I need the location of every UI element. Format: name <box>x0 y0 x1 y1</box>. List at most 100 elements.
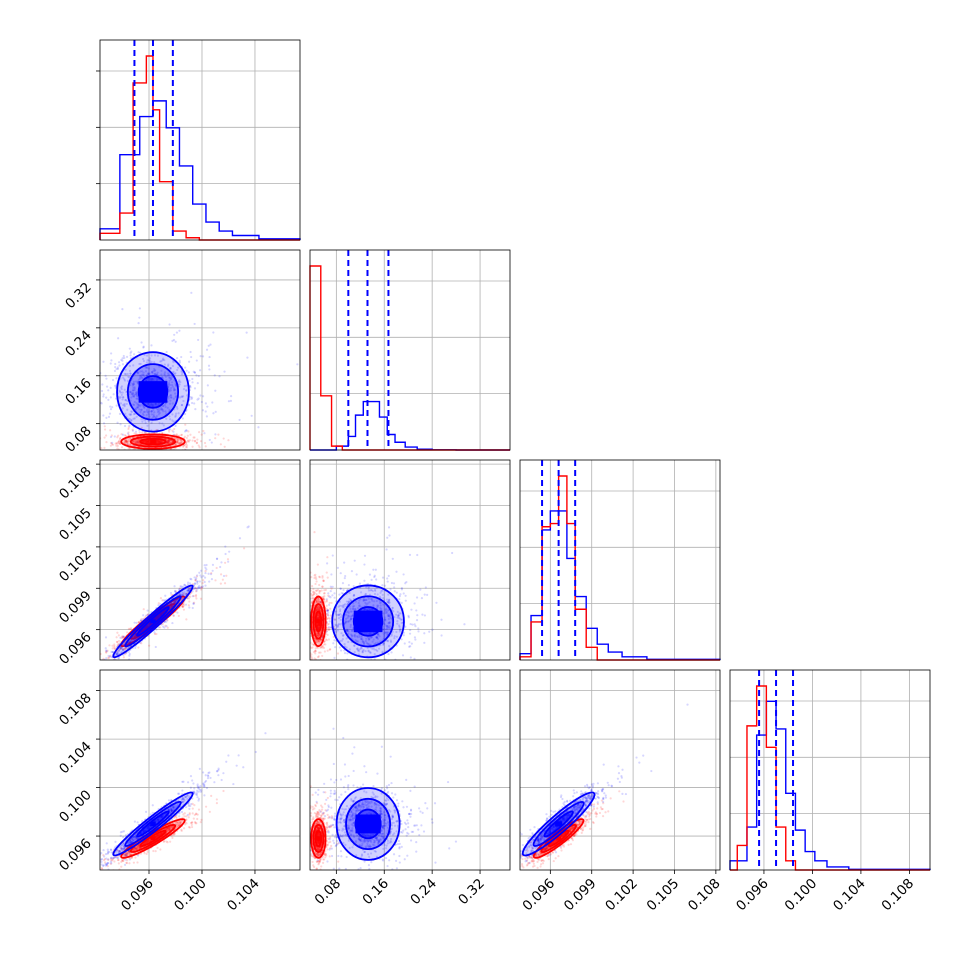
scatter-point <box>127 447 130 450</box>
scatter-point <box>160 408 164 411</box>
scatter-point <box>387 600 390 603</box>
scatter-point <box>165 441 169 444</box>
scatter-point <box>173 333 176 336</box>
scatter-point <box>165 350 168 354</box>
scatter-point <box>319 651 322 654</box>
scatter-point <box>372 568 375 571</box>
scatter-point <box>314 650 317 653</box>
scatter-point <box>323 600 326 603</box>
scatter-point <box>120 636 123 639</box>
scatter-point <box>316 563 319 566</box>
scatter-point <box>334 612 337 615</box>
scatter-point <box>136 440 139 443</box>
scatter-point <box>102 393 105 396</box>
scatter-point <box>158 465 160 467</box>
scatter-point <box>382 642 385 645</box>
scatter-point <box>349 617 352 621</box>
scatter-point <box>313 576 316 580</box>
scatter-point <box>315 600 319 604</box>
scatter-point <box>146 441 149 444</box>
scatter-point <box>315 666 317 668</box>
scatter-point <box>317 640 320 643</box>
scatter-point <box>117 634 120 637</box>
scatter-point <box>196 580 199 583</box>
scatter-point <box>129 413 132 417</box>
scatter-point <box>127 375 130 378</box>
scatter-point <box>74 685 76 687</box>
scatter-point <box>103 663 105 665</box>
scatter-point <box>185 444 189 447</box>
scatter-point <box>147 367 151 370</box>
scatter-point <box>310 641 312 644</box>
scatter-point <box>138 307 141 310</box>
scatter-point <box>129 640 132 643</box>
scatter-point <box>130 418 133 422</box>
scatter-point <box>201 581 204 585</box>
scatter-point <box>159 597 163 600</box>
scatter-point <box>307 655 309 657</box>
scatter-point <box>119 647 122 650</box>
scatter-point <box>168 373 171 376</box>
scatter-point <box>126 441 129 444</box>
scatter-point <box>121 398 124 401</box>
scatter-point <box>173 427 176 431</box>
scatter-point <box>145 410 149 413</box>
scatter-point <box>176 440 179 443</box>
scatter-point <box>137 402 140 406</box>
scatter-point <box>135 401 138 405</box>
scatter-point <box>131 384 134 387</box>
scatter-point <box>136 441 139 444</box>
scatter-point <box>150 360 153 364</box>
scatter-point <box>345 620 348 624</box>
scatter-point <box>387 653 390 656</box>
scatter-point <box>178 396 182 399</box>
scatter-point <box>134 633 137 637</box>
scatter-point <box>142 614 145 617</box>
scatter-point <box>129 413 133 416</box>
scatter-point <box>330 587 333 590</box>
scatter-point <box>174 372 177 375</box>
scatter-point <box>101 383 104 386</box>
scatter-point <box>317 608 321 611</box>
scatter-point <box>315 600 318 603</box>
scatter-point <box>166 441 169 444</box>
scatter-point <box>326 609 329 612</box>
scatter-point <box>223 582 227 585</box>
scatter-point <box>107 667 109 669</box>
scatter-point <box>165 412 168 415</box>
scatter-point <box>118 649 121 652</box>
scatter-point <box>387 697 389 699</box>
scatter-point <box>185 389 188 392</box>
scatter-point <box>340 614 343 617</box>
scatter-point <box>186 394 189 397</box>
scatter-point <box>162 599 165 602</box>
scatter-point <box>105 666 107 668</box>
scatter-point <box>132 417 135 420</box>
scatter-point <box>318 575 321 578</box>
scatter-point <box>341 606 344 609</box>
scatter-point <box>347 600 350 604</box>
scatter-point <box>167 439 170 442</box>
scatter-point <box>109 444 113 447</box>
scatter-point <box>314 576 317 579</box>
scatter-point <box>174 424 177 428</box>
scatter-point <box>157 615 161 618</box>
scatter-point <box>147 439 150 443</box>
scatter-point <box>194 579 197 582</box>
scatter-point <box>367 638 370 641</box>
scatter-point <box>170 456 172 458</box>
scatter-point <box>318 651 321 654</box>
scatter-point <box>388 622 391 625</box>
scatter-point <box>157 626 160 629</box>
scatter-point <box>382 642 385 645</box>
scatter-point <box>322 592 326 595</box>
scatter-point <box>317 606 320 609</box>
scatter-point <box>322 596 325 599</box>
scatter-point <box>121 647 124 650</box>
scatter-point <box>134 407 137 410</box>
scatter-point <box>108 644 111 647</box>
scatter-point <box>370 636 373 639</box>
scatter-point <box>182 388 186 391</box>
scatter-point <box>121 407 124 410</box>
scatter-point <box>153 361 156 364</box>
